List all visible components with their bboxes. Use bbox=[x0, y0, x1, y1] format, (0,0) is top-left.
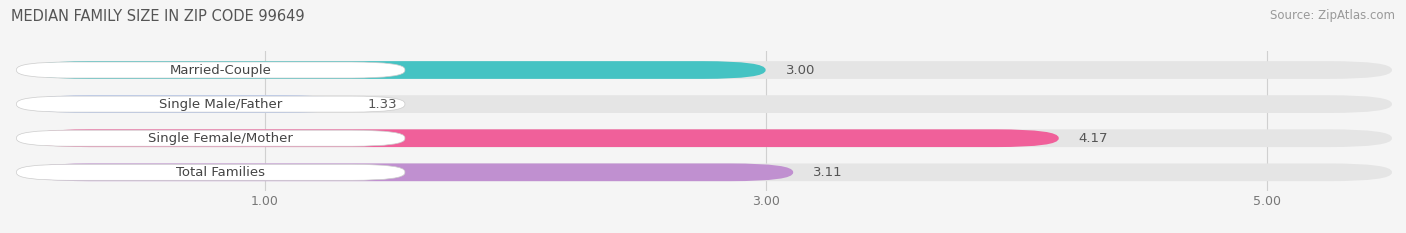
FancyBboxPatch shape bbox=[27, 95, 1392, 113]
FancyBboxPatch shape bbox=[27, 61, 1392, 79]
FancyBboxPatch shape bbox=[27, 163, 1392, 181]
Text: Source: ZipAtlas.com: Source: ZipAtlas.com bbox=[1270, 9, 1395, 22]
FancyBboxPatch shape bbox=[27, 163, 793, 181]
Text: 1.33: 1.33 bbox=[367, 98, 396, 111]
Text: MEDIAN FAMILY SIZE IN ZIP CODE 99649: MEDIAN FAMILY SIZE IN ZIP CODE 99649 bbox=[11, 9, 305, 24]
FancyBboxPatch shape bbox=[17, 96, 405, 112]
FancyBboxPatch shape bbox=[27, 129, 1059, 147]
Text: Total Families: Total Families bbox=[176, 166, 266, 179]
Text: 4.17: 4.17 bbox=[1078, 132, 1108, 145]
FancyBboxPatch shape bbox=[27, 61, 766, 79]
FancyBboxPatch shape bbox=[27, 129, 1392, 147]
Text: Single Male/Father: Single Male/Father bbox=[159, 98, 283, 111]
FancyBboxPatch shape bbox=[17, 164, 405, 180]
Text: 3.11: 3.11 bbox=[813, 166, 842, 179]
Text: Single Female/Mother: Single Female/Mother bbox=[148, 132, 294, 145]
FancyBboxPatch shape bbox=[17, 62, 405, 78]
Text: 3.00: 3.00 bbox=[786, 64, 815, 76]
FancyBboxPatch shape bbox=[17, 130, 405, 146]
FancyBboxPatch shape bbox=[27, 95, 347, 113]
Text: Married-Couple: Married-Couple bbox=[170, 64, 271, 76]
